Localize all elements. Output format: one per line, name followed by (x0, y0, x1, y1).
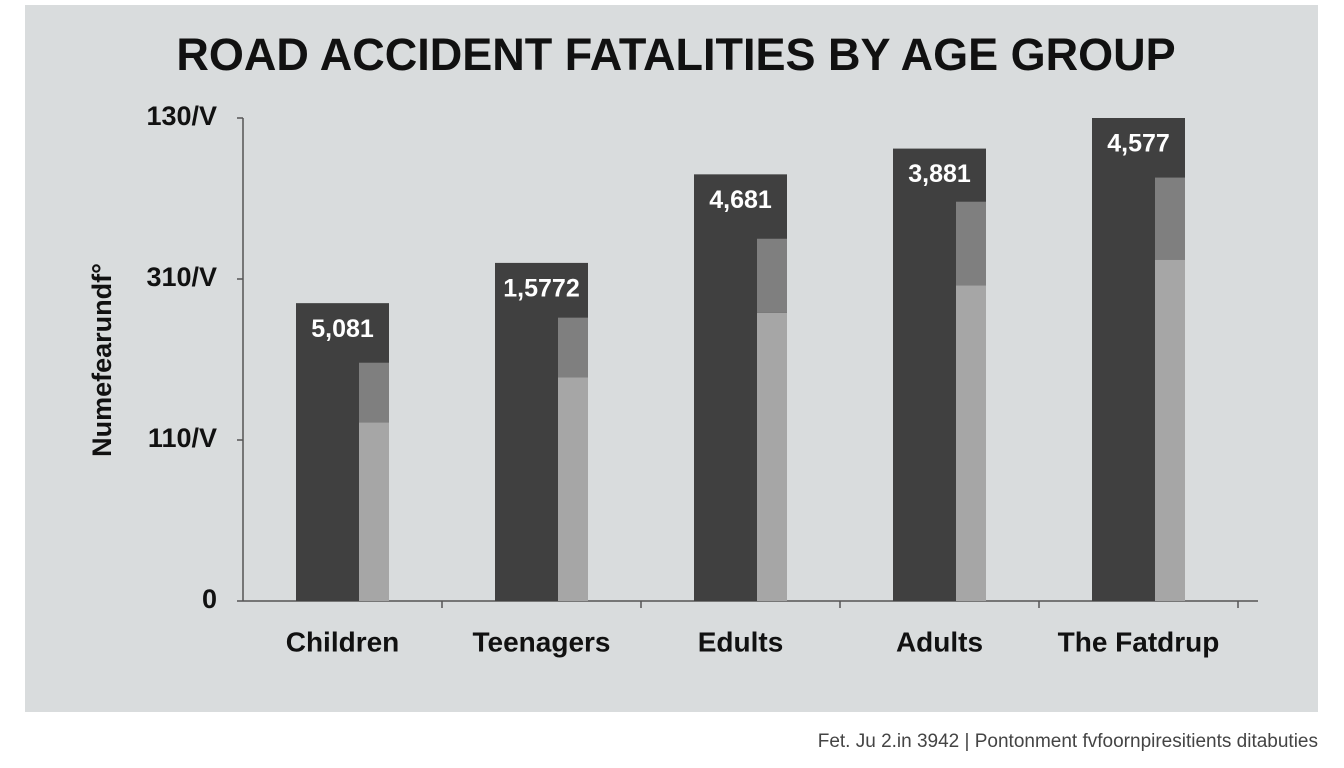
bar-segment (956, 201, 986, 286)
y-tick-label: 110/V (148, 423, 217, 453)
data-label: 4,577 (1107, 130, 1170, 158)
bar-segment (359, 362, 389, 423)
x-tick-label: Edults (698, 626, 784, 657)
chart-title: ROAD ACCIDENT FATALITIES BY AGE GROUP (176, 29, 1175, 80)
data-label: 3,881 (908, 160, 971, 188)
bar-segment (359, 422, 389, 601)
data-label: 1,5772 (503, 275, 579, 303)
bar-segment (757, 238, 787, 313)
x-tick-label: The Fatdrup (1058, 626, 1220, 657)
source-note: Fet. Ju 2.in 3942 | Pontonment fvfoornpi… (818, 731, 1318, 752)
bar-segment (558, 317, 588, 378)
bar-segment (1155, 177, 1185, 260)
y-tick-label: 0 (202, 584, 217, 614)
y-axis-label: Numefearundf° (87, 263, 117, 457)
bar-segment (757, 312, 787, 601)
bar-segment (1155, 259, 1185, 601)
x-tick-label: Teenagers (473, 626, 611, 657)
data-label: 5,081 (311, 315, 374, 343)
bar-segment (956, 285, 986, 601)
x-tick-label: Children (286, 626, 400, 657)
y-tick-label: 130/V (146, 101, 217, 131)
bar-segment (558, 377, 588, 601)
x-tick-label: Adults (896, 626, 983, 657)
y-tick-label: 310/V (146, 262, 217, 292)
data-label: 4,681 (709, 186, 772, 214)
